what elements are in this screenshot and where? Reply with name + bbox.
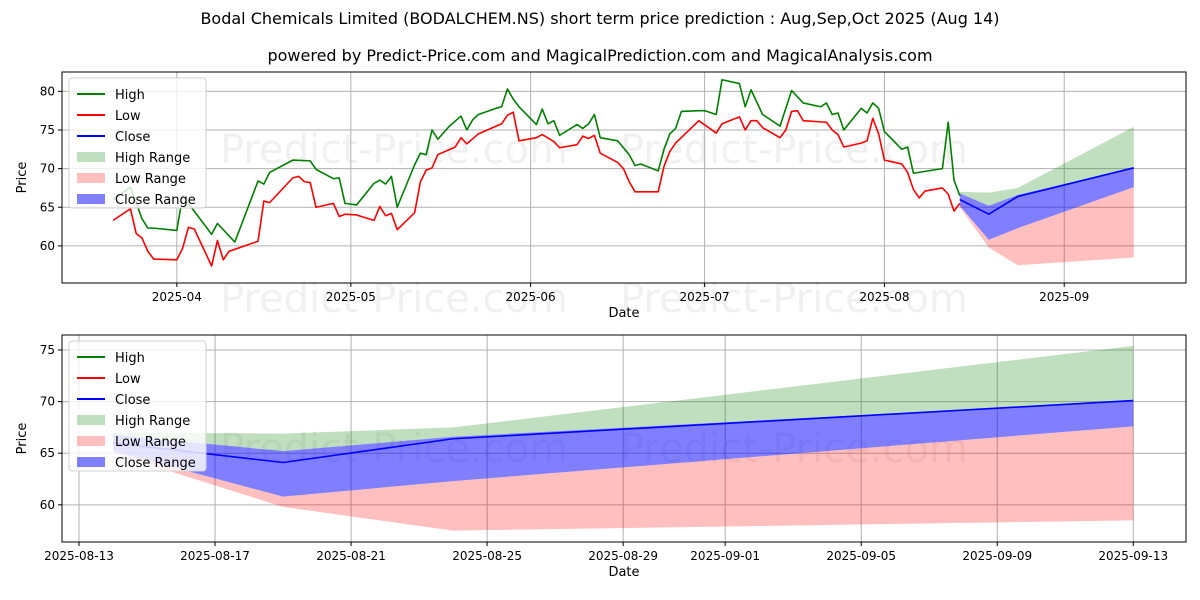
- x-tick-label: 2025-08-25: [452, 549, 522, 563]
- legend: High Low Close High Range Low Range Close Ran…: [68, 77, 207, 209]
- x-tick-label: 2025-09-13: [1098, 549, 1168, 563]
- legend-label: Close: [115, 393, 150, 408]
- low-range-band: [113, 426, 1134, 531]
- legend-label: Low: [115, 372, 141, 387]
- low-series-line: [112, 109, 961, 267]
- legend-label: Close Range: [115, 456, 196, 471]
- legend-swatch-patch: [77, 415, 105, 425]
- legend-item: Low Range: [77, 172, 186, 187]
- plot-frame: [61, 334, 1187, 543]
- legend-swatch-patch: [77, 457, 105, 467]
- x-axis-label: Date: [608, 306, 639, 321]
- legend-label: High Range: [115, 414, 190, 429]
- high-range-band: [113, 345, 1134, 452]
- legend-item: Close: [77, 130, 150, 145]
- legend-item: High Range: [77, 151, 190, 166]
- watermark-text: Predict-Price.com: [620, 127, 968, 173]
- x-tick-label: 2025-05: [326, 290, 376, 304]
- close-range-band: [959, 167, 1134, 240]
- x-tick-label: 2025-08-17: [180, 549, 250, 563]
- legend-item: High: [77, 88, 145, 103]
- x-tick-label: 2025-09-01: [690, 549, 760, 563]
- legend-item: Close Range: [77, 193, 196, 208]
- legend-item: Close: [77, 393, 150, 408]
- x-axis-label: Date: [608, 565, 639, 580]
- legend-item: Low: [77, 109, 141, 124]
- legend-label: Low Range: [115, 435, 186, 450]
- legend-box: [68, 340, 207, 472]
- chart-2: Predict-Price.comPredict-Price.com2025-0…: [15, 334, 1187, 580]
- legend-label: High: [115, 88, 145, 103]
- x-tick-label: 2025-09-05: [826, 549, 896, 563]
- y-tick-label: 70: [40, 162, 55, 176]
- y-tick-label: 75: [40, 123, 55, 137]
- legend-label: Close Range: [115, 193, 196, 208]
- close-range-band: [113, 400, 1134, 497]
- legend: High Low Close High Range Low Range Close Ran…: [68, 340, 207, 472]
- legend-swatch-patch: [77, 152, 105, 162]
- legend-item: High: [77, 351, 145, 366]
- legend-label: Low: [115, 109, 141, 124]
- legend-swatch-patch: [77, 173, 105, 183]
- x-tick-label: 2025-08-29: [588, 549, 658, 563]
- y-tick-label: 65: [40, 200, 55, 214]
- legend-box: [68, 77, 207, 209]
- legend-label: High Range: [115, 151, 190, 166]
- chart-subtitle: powered by Predict-Price.com and Magical…: [267, 46, 933, 65]
- y-tick-label: 60: [40, 498, 55, 512]
- close-series-line: [959, 167, 1134, 216]
- x-tick-label: 2025-08: [859, 290, 909, 304]
- y-tick-label: 80: [40, 84, 55, 98]
- y-tick-label: 65: [40, 446, 55, 460]
- legend-label: Low Range: [115, 172, 186, 187]
- chart-title: Bodal Chemicals Limited (BODALCHEM.NS) s…: [200, 9, 1000, 28]
- watermark-text: Predict-Price.com: [220, 276, 568, 322]
- legend-swatch-patch: [77, 194, 105, 204]
- legend-item: High Range: [77, 414, 190, 429]
- y-axis-label: Price: [15, 162, 30, 194]
- x-tick-label: 2025-09: [1039, 290, 1089, 304]
- x-tick-label: 2025-09-09: [962, 549, 1032, 563]
- legend-item: Low: [77, 372, 141, 387]
- x-tick-label: 2025-04: [152, 290, 202, 304]
- y-tick-label: 60: [40, 239, 55, 253]
- legend-swatch-patch: [77, 436, 105, 446]
- legend-label: Close: [115, 130, 150, 145]
- legend-item: Low Range: [77, 435, 186, 450]
- x-tick-label: 2025-08-21: [316, 549, 386, 563]
- x-tick-label: 2025-07: [680, 290, 730, 304]
- legend-label: High: [115, 351, 145, 366]
- plot-frame: [61, 71, 1187, 284]
- watermark-text: Predict-Price.com: [620, 276, 968, 322]
- legend-item: Close Range: [77, 456, 196, 471]
- low-range-band: [959, 187, 1134, 266]
- y-tick-label: 70: [40, 395, 55, 409]
- y-tick-label: 75: [40, 343, 55, 357]
- watermark-text: Predict-Price.com: [220, 127, 568, 173]
- chart-1: Predict-Price.com Predict-Price.com Predic…: [15, 71, 1187, 322]
- high-range-band: [959, 126, 1134, 206]
- x-tick-label: 2025-08-13: [44, 549, 114, 563]
- high-series-line: [112, 78, 961, 243]
- y-axis-label: Price: [15, 423, 30, 455]
- x-tick-label: 2025-06: [506, 290, 556, 304]
